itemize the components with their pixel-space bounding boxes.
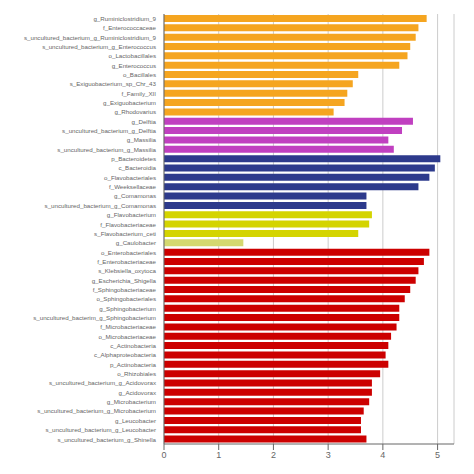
svg-text:f_Weeksellaceae: f_Weeksellaceae (109, 183, 157, 190)
svg-text:c_Alphaproteobacteria: c_Alphaproteobacteria (94, 351, 156, 358)
svg-text:s_uncultured_bacterim_g_Sphing: s_uncultured_bacterim_g_Sphingobacterium (33, 314, 156, 321)
svg-text:f_Sphingobacteriaceae: f_Sphingobacteriaceae (93, 286, 157, 293)
svg-text:g_Flavobacterium: g_Flavobacterium (107, 211, 156, 218)
svg-text:s_uncultured_bacterium_g_Enter: s_uncultured_bacterium_g_Enterococcus (42, 43, 156, 50)
svg-text:f_Flavobacteriaceae: f_Flavobacteriaceae (100, 221, 156, 228)
svg-text:s_Klebsiella_oxytoca: s_Klebsiella_oxytoca (98, 267, 156, 274)
svg-text:o_Rhizobiales: o_Rhizobiales (117, 370, 156, 377)
svg-text:f_Enterobacteriaceae: f_Enterobacteriaceae (97, 258, 156, 265)
svg-text:g_Leucobacter: g_Leucobacter (115, 417, 156, 424)
svg-text:f_Family_XII: f_Family_XII (122, 90, 157, 97)
svg-text:g_Ruminiclostridium_9: g_Ruminiclostridium_9 (93, 15, 156, 22)
svg-text:5: 5 (435, 450, 440, 460)
svg-text:s_uncultured_bacterium_g_Comam: s_uncultured_bacterium_g_Comamonas (45, 202, 156, 209)
svg-text:g_Exiguobacterium: g_Exiguobacterium (103, 99, 156, 106)
svg-text:g_Delftia: g_Delftia (132, 118, 157, 125)
svg-text:s_uncultured_bacterium_g_Leuco: s_uncultured_bacterium_g_Leucobacter (46, 426, 156, 433)
svg-text:p_Bacteroidetes: p_Bacteroidetes (111, 155, 156, 162)
svg-text:c_Actinobacteria: c_Actinobacteria (110, 342, 156, 349)
svg-text:p_Actinobacteria: p_Actinobacteria (110, 361, 157, 368)
svg-text:o_Flavobacteriales: o_Flavobacteriales (104, 174, 156, 181)
svg-text:g_Comamonas: g_Comamonas (114, 192, 156, 199)
svg-text:g_Escherichia_Shigella: g_Escherichia_Shigella (92, 277, 157, 284)
svg-text:s_uncultured_bacterium_g_Massi: s_uncultured_bacterium_g_Massilia (57, 146, 156, 153)
svg-text:o_Lactobacillales: o_Lactobacillales (109, 52, 156, 59)
svg-text:2: 2 (271, 450, 276, 460)
svg-text:o_Enterobacteriales: o_Enterobacteriales (101, 249, 156, 256)
svg-text:1: 1 (216, 450, 221, 460)
svg-text:s_uncultured_bacterium_g_Acido: s_uncultured_bacterium_g_Acidovorax (49, 379, 157, 386)
svg-text:c_Bacteroidia: c_Bacteroidia (119, 164, 157, 171)
svg-text:3: 3 (326, 450, 331, 460)
svg-text:s_uncultured_bacterium_g_Rumin: s_uncultured_bacterium_g_Ruminiclostridi… (24, 34, 157, 41)
svg-text:g_Microbacterium: g_Microbacterium (107, 398, 156, 405)
svg-text:g_Enterococcus: g_Enterococcus (112, 62, 156, 69)
svg-text:s_Exiguobacterium_sp_Chr_43: s_Exiguobacterium_sp_Chr_43 (70, 80, 157, 87)
svg-text:s_Flavobacterium_ceti: s_Flavobacterium_ceti (94, 230, 156, 237)
svg-text:0: 0 (161, 450, 166, 460)
svg-text:f_Enterococcaceae: f_Enterococcaceae (103, 24, 157, 31)
svg-text:g_Caulobacter: g_Caulobacter (116, 239, 156, 246)
svg-text:g_Sphingobacterium: g_Sphingobacterium (99, 305, 156, 312)
svg-text:g_Massilia: g_Massilia (127, 136, 157, 143)
svg-text:s_uncultured_bacterium_g_Shine: s_uncultured_bacterium_g_Shinella (58, 436, 157, 443)
svg-text:o_Sphingobacteriales: o_Sphingobacteriales (96, 295, 156, 302)
svg-text:o_Microbacteriaceae: o_Microbacteriaceae (99, 333, 157, 340)
svg-text:s_uncultured_bacterium_g_Micro: s_uncultured_bacterium_g_Microbacterium (37, 407, 156, 414)
svg-text:g_Acidovorax: g_Acidovorax (119, 389, 157, 396)
svg-text:4: 4 (380, 450, 385, 460)
svg-text:s_uncultured_bacterium_g_Delft: s_uncultured_bacterium_g_Delftia (62, 127, 156, 134)
svg-text:o_Bacillales: o_Bacillales (123, 71, 156, 78)
svg-text:f_Microbacteriaceae: f_Microbacteriaceae (100, 323, 156, 330)
svg-text:g_Rhodovarius: g_Rhodovarius (114, 108, 156, 115)
